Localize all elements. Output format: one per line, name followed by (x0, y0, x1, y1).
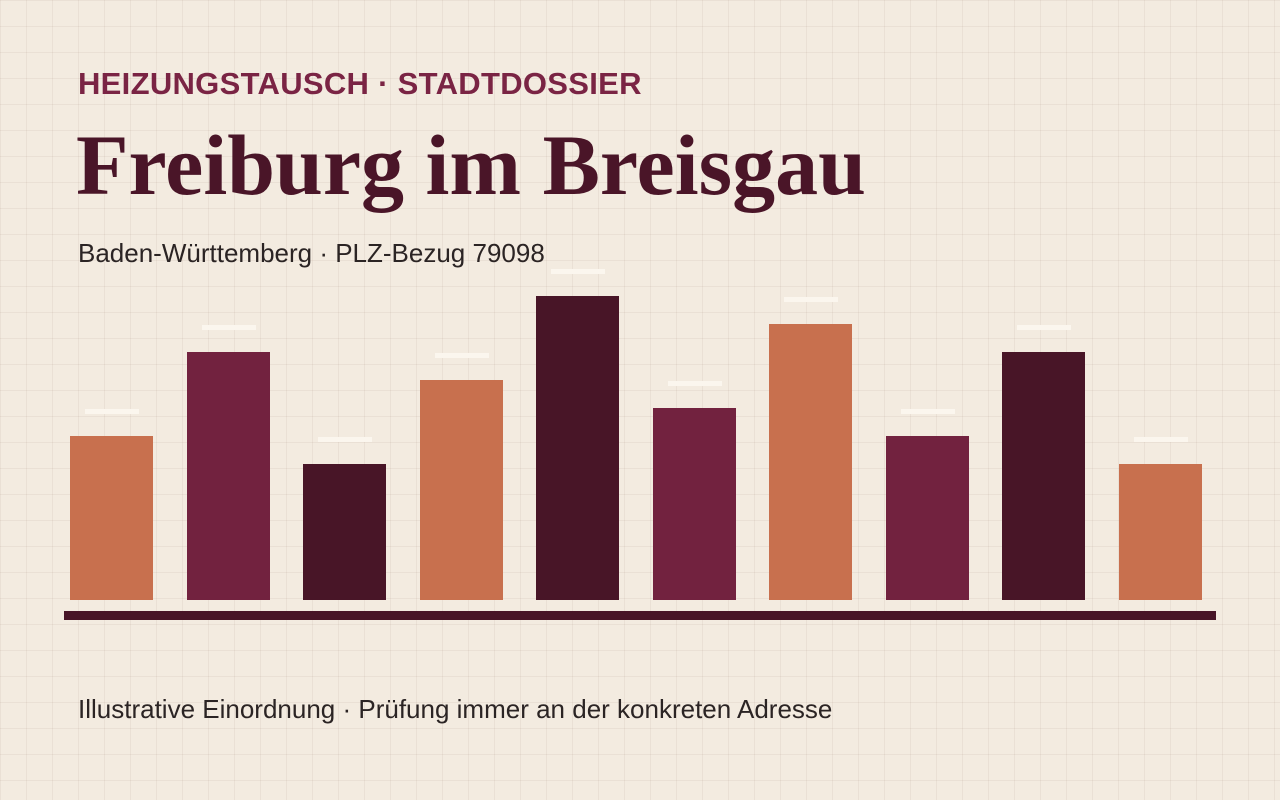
bar (1119, 464, 1202, 600)
bar-cap (551, 269, 605, 274)
bar (303, 464, 386, 600)
bar (653, 408, 736, 600)
bar-cap (85, 409, 139, 414)
bar-caps (85, 269, 1188, 442)
bar (769, 324, 852, 600)
bar-cap (435, 353, 489, 358)
bar (886, 436, 969, 600)
bar-cap (202, 325, 256, 330)
bar (70, 436, 153, 600)
bar-cap (668, 381, 722, 386)
footer-note: Illustrative Einordnung · Prüfung immer … (78, 694, 833, 724)
bar-cap (784, 297, 838, 302)
bar (420, 380, 503, 600)
bars (70, 296, 1202, 600)
bar (1002, 352, 1085, 600)
subtitle: Baden-Württemberg · PLZ-Bezug 79098 (78, 238, 545, 268)
bar-cap (901, 409, 955, 414)
bar-cap (1134, 437, 1188, 442)
bar (536, 296, 619, 600)
bar-cap (1017, 325, 1071, 330)
kicker: HEIZUNGSTAUSCH · STADTDOSSIER (78, 66, 642, 101)
bar-cap (318, 437, 372, 442)
baseline (64, 611, 1216, 620)
page-title: Freiburg im Breisgau (76, 117, 866, 213)
bar (187, 352, 270, 600)
